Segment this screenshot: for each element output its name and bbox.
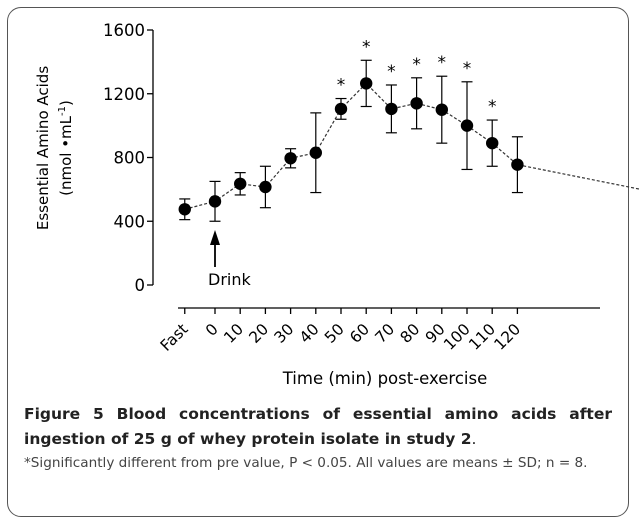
figure-caption: Figure 5 Blood concentrations of essenti… bbox=[24, 402, 612, 474]
significance-marker: * bbox=[387, 62, 396, 82]
x-tick-label: 40 bbox=[296, 320, 323, 347]
y-tick-label: 1200 bbox=[103, 85, 145, 104]
data-point bbox=[309, 146, 322, 159]
x-tick-label: 20 bbox=[246, 320, 273, 347]
data-point bbox=[385, 102, 398, 116]
x-tick-label: 80 bbox=[397, 320, 424, 347]
figure-frame bbox=[7, 7, 629, 517]
significance-marker: * bbox=[463, 59, 472, 79]
x-tick-label: Fast bbox=[157, 320, 192, 355]
x-axis-label: Time (min) post-exercise bbox=[282, 369, 488, 388]
data-point bbox=[486, 136, 499, 150]
y-tick-label: 0 bbox=[135, 276, 146, 295]
significance-marker: * bbox=[337, 76, 346, 96]
y-axis-unit: (nmol •mL-1) bbox=[57, 100, 75, 196]
x-tick-label: 120 bbox=[491, 320, 525, 354]
x-tick-label: 30 bbox=[271, 320, 298, 347]
data-point bbox=[334, 102, 348, 116]
x-tick-label: 70 bbox=[372, 320, 399, 347]
caption-title-end: . bbox=[471, 430, 477, 448]
data-point bbox=[360, 77, 373, 90]
annotation-layer: Drink bbox=[208, 230, 251, 289]
caption-title-text: Figure 5 Blood concentrations of essenti… bbox=[24, 405, 612, 448]
series-layer: * * * * * * * bbox=[178, 37, 640, 222]
drink-arrow-head bbox=[210, 230, 220, 245]
data-point bbox=[511, 158, 524, 171]
y-axis-label: Essential Amino Acids bbox=[34, 66, 52, 230]
significance-marker: * bbox=[362, 37, 371, 57]
caption-title: Figure 5 Blood concentrations of essenti… bbox=[24, 402, 612, 452]
y-axis: 0 400 800 1200 1600 bbox=[103, 21, 154, 295]
y-tick-label: 800 bbox=[114, 149, 146, 168]
x-tick-label: 0 bbox=[202, 320, 222, 340]
x-axis: Fast0102030405060708090100110120180 bbox=[157, 307, 600, 355]
x-tick-label: 10 bbox=[220, 320, 247, 347]
caption-note: *Significantly different from pre value,… bbox=[24, 455, 588, 471]
significance-marker: * bbox=[412, 55, 421, 75]
significance-marker: * bbox=[438, 53, 447, 73]
drink-annotation-label: Drink bbox=[208, 270, 251, 289]
y-tick-label: 400 bbox=[114, 212, 146, 231]
data-point bbox=[234, 177, 247, 190]
data-point bbox=[460, 119, 474, 132]
data-point bbox=[259, 180, 272, 194]
data-point bbox=[284, 152, 297, 165]
x-tick-label: 60 bbox=[346, 320, 373, 347]
data-point bbox=[208, 195, 222, 208]
x-tick-label: 50 bbox=[321, 320, 348, 347]
data-point bbox=[178, 203, 191, 216]
data-point bbox=[410, 97, 423, 110]
y-tick-label: 1600 bbox=[103, 21, 145, 40]
significance-marker: * bbox=[488, 97, 497, 117]
data-point bbox=[435, 103, 448, 116]
